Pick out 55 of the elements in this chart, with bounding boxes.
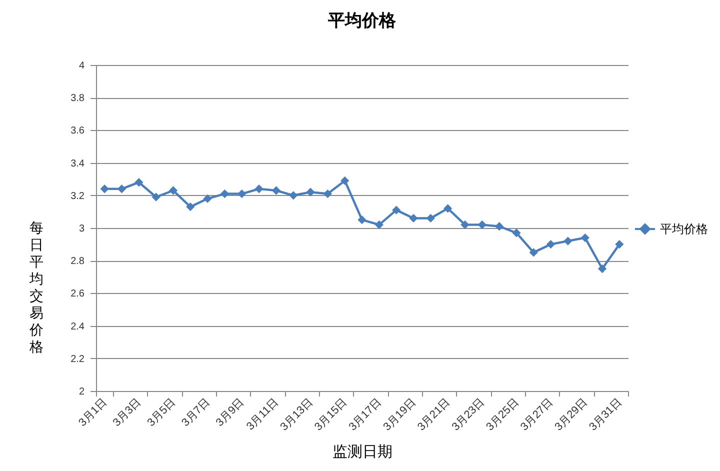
point [289, 191, 298, 200]
point [306, 188, 315, 196]
y-tick-label: 3.8 [70, 93, 85, 104]
y-tick-label: 2.6 [70, 288, 85, 300]
y-axis-title: 每日平均交易价格 [28, 220, 44, 354]
point [186, 202, 195, 212]
y-tick-label: 3.4 [70, 158, 85, 170]
x-tick-label: 3月3日 [110, 396, 144, 429]
x-tick-label: 3月13日 [278, 396, 316, 434]
x-tick-label: 3月11日 [244, 396, 281, 433]
point [134, 178, 144, 187]
point [220, 189, 230, 198]
point [100, 184, 109, 194]
point [409, 214, 418, 223]
point [323, 189, 332, 198]
y-tick-label: 2 [78, 386, 85, 398]
point [426, 214, 435, 223]
point [443, 204, 452, 213]
legend-label: 平均价格 [660, 222, 708, 236]
point [580, 233, 590, 242]
y-tick-label: 3 [78, 224, 85, 234]
point [238, 189, 246, 198]
point [392, 206, 401, 214]
point [203, 194, 212, 203]
point [168, 186, 178, 195]
point [512, 228, 521, 238]
chart-title: 平均价格 [327, 11, 397, 31]
x-tick-label: 3月19日 [381, 396, 418, 434]
point [546, 240, 556, 249]
point [374, 220, 384, 230]
point [117, 184, 126, 194]
point [478, 220, 486, 230]
y-tick-label: 3.2 [70, 190, 85, 202]
point [494, 222, 504, 231]
x-tick-label: 3月1日 [76, 396, 110, 429]
point [340, 176, 350, 186]
point [598, 264, 607, 274]
y-tick-label: 2.8 [70, 256, 85, 268]
y-tick-label: 2.2 [70, 354, 85, 365]
point [358, 216, 366, 224]
y-tick-label: 3.6 [70, 126, 85, 137]
x-tick-label: 3月7日 [180, 396, 212, 429]
point [564, 236, 572, 246]
y-tick-label: 2.4 [70, 321, 85, 332]
point [615, 240, 624, 249]
point [272, 186, 281, 195]
y-tick-label: 4 [78, 60, 85, 72]
point [529, 248, 538, 257]
x-axis-title: 监测日期 [332, 444, 392, 460]
x-tick-label: 3月31日 [587, 396, 624, 434]
x-tick-label: 3月5日 [145, 396, 178, 429]
x-tick-label: 3月9日 [214, 396, 247, 429]
point [460, 220, 470, 230]
point [254, 184, 264, 194]
point [152, 192, 160, 202]
